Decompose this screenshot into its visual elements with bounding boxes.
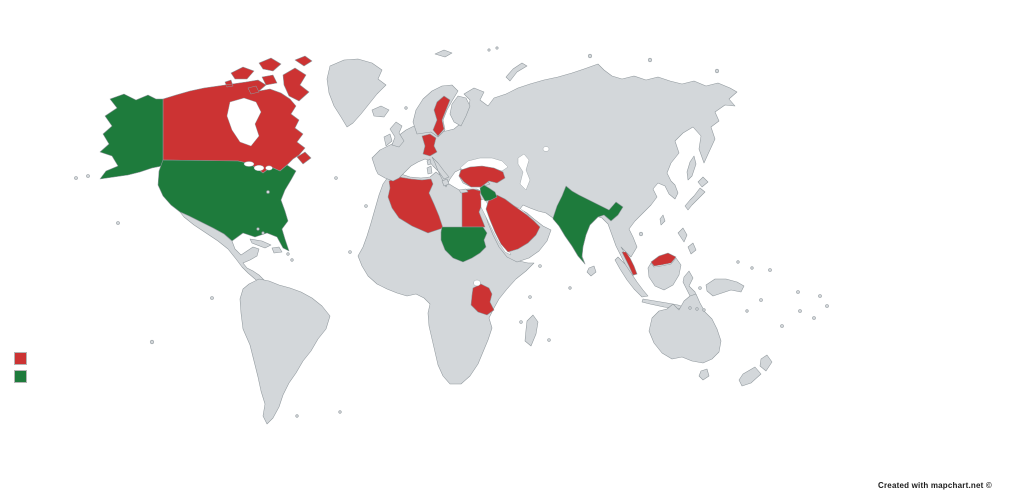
aral-sea xyxy=(542,146,550,152)
island-crete xyxy=(458,188,469,194)
island-dot xyxy=(702,308,706,312)
island-dot xyxy=(256,227,260,231)
island-new-guinea xyxy=(705,278,745,297)
island-dot xyxy=(768,268,772,272)
attribution-text: Created with mapchart.net © xyxy=(878,481,992,490)
island-dot xyxy=(818,294,822,298)
island-dot xyxy=(745,309,749,313)
island-sumatra xyxy=(614,256,649,298)
island-dot xyxy=(736,260,740,264)
island-dot xyxy=(780,324,784,328)
small-islands xyxy=(74,46,829,418)
great-lake xyxy=(253,164,265,172)
country-ireland[interactable] xyxy=(383,133,393,147)
island-dot xyxy=(812,316,816,320)
island-dot xyxy=(825,304,829,308)
island-sulawesi xyxy=(682,270,698,299)
island-dot xyxy=(404,106,408,110)
island-taiwan xyxy=(659,214,666,226)
island-dot xyxy=(86,174,90,178)
lake-victoria xyxy=(473,279,481,287)
island-corsica xyxy=(426,158,432,166)
island-dot xyxy=(295,414,299,418)
country-sri-lanka[interactable] xyxy=(586,265,597,277)
island-dot xyxy=(334,176,338,180)
island-dot xyxy=(74,176,78,180)
island-dot xyxy=(487,48,491,52)
island-dot xyxy=(695,307,699,311)
island-sicily xyxy=(441,178,450,187)
island-dot xyxy=(798,309,802,313)
island-dot xyxy=(210,296,214,300)
island-dot xyxy=(519,320,523,324)
country-saudi-arabia[interactable] xyxy=(485,194,541,253)
island-dot xyxy=(364,204,368,208)
island-dot xyxy=(547,338,551,342)
legend-swatch-green[interactable] xyxy=(14,370,27,383)
island-dot xyxy=(290,258,294,262)
country-sudan[interactable] xyxy=(440,226,488,263)
island-dot xyxy=(587,53,593,59)
island-dot xyxy=(528,295,532,299)
island-dot xyxy=(261,231,265,235)
island-dot xyxy=(688,306,692,310)
island-tasmania xyxy=(698,368,710,381)
legend-item-green xyxy=(14,370,33,383)
island-dot xyxy=(759,298,763,302)
island-dot xyxy=(647,57,653,63)
island-dot xyxy=(286,252,290,256)
island-java xyxy=(641,298,685,310)
country-finland[interactable] xyxy=(449,95,471,127)
island-dot xyxy=(698,286,702,290)
country-new-zealand[interactable] xyxy=(738,354,773,387)
island-dot xyxy=(338,410,342,414)
country-australia[interactable] xyxy=(648,293,722,364)
country-turkey[interactable] xyxy=(458,165,506,188)
country-united-kingdom[interactable] xyxy=(389,121,405,148)
country-malaysia[interactable] xyxy=(621,251,677,276)
country-mexico-central-america[interactable] xyxy=(179,211,269,288)
country-japan[interactable] xyxy=(684,176,709,211)
island-dot xyxy=(116,221,120,225)
island-novaya-zemlya xyxy=(505,62,528,82)
island-dot xyxy=(750,266,754,270)
island-svalbard xyxy=(434,49,453,58)
island-dot xyxy=(348,250,352,254)
island-dot xyxy=(538,264,542,268)
island-dot xyxy=(568,286,572,290)
country-tanzania[interactable] xyxy=(470,283,495,316)
great-lake xyxy=(265,165,273,171)
country-algeria[interactable] xyxy=(387,176,444,234)
country-india-bangladesh[interactable] xyxy=(552,185,624,265)
island-dot xyxy=(796,290,800,294)
country-israel-jordan[interactable] xyxy=(479,184,498,202)
legend xyxy=(14,352,33,383)
continent-south-america[interactable] xyxy=(239,278,331,425)
country-sweden[interactable] xyxy=(432,95,451,137)
island-dot xyxy=(149,339,155,345)
great-lake xyxy=(243,161,255,167)
island-dot xyxy=(638,231,644,237)
country-hispaniola[interactable] xyxy=(271,246,283,254)
country-philippines[interactable] xyxy=(677,227,697,255)
island-sardinia xyxy=(426,165,433,175)
legend-swatch-red[interactable] xyxy=(14,352,27,365)
country-cuba[interactable] xyxy=(249,238,272,249)
country-germany[interactable] xyxy=(421,133,438,157)
country-iceland[interactable] xyxy=(371,105,390,118)
island-dot xyxy=(714,68,720,74)
caspian-sea xyxy=(517,153,531,191)
island-sakhalin xyxy=(686,155,697,181)
legend-item-red xyxy=(14,352,33,365)
island-borneo xyxy=(647,257,682,291)
island-dot xyxy=(266,190,270,194)
hudson-bay xyxy=(226,97,262,147)
country-greenland[interactable] xyxy=(326,58,387,128)
island-dot xyxy=(495,46,499,50)
country-madagascar[interactable] xyxy=(524,314,539,347)
